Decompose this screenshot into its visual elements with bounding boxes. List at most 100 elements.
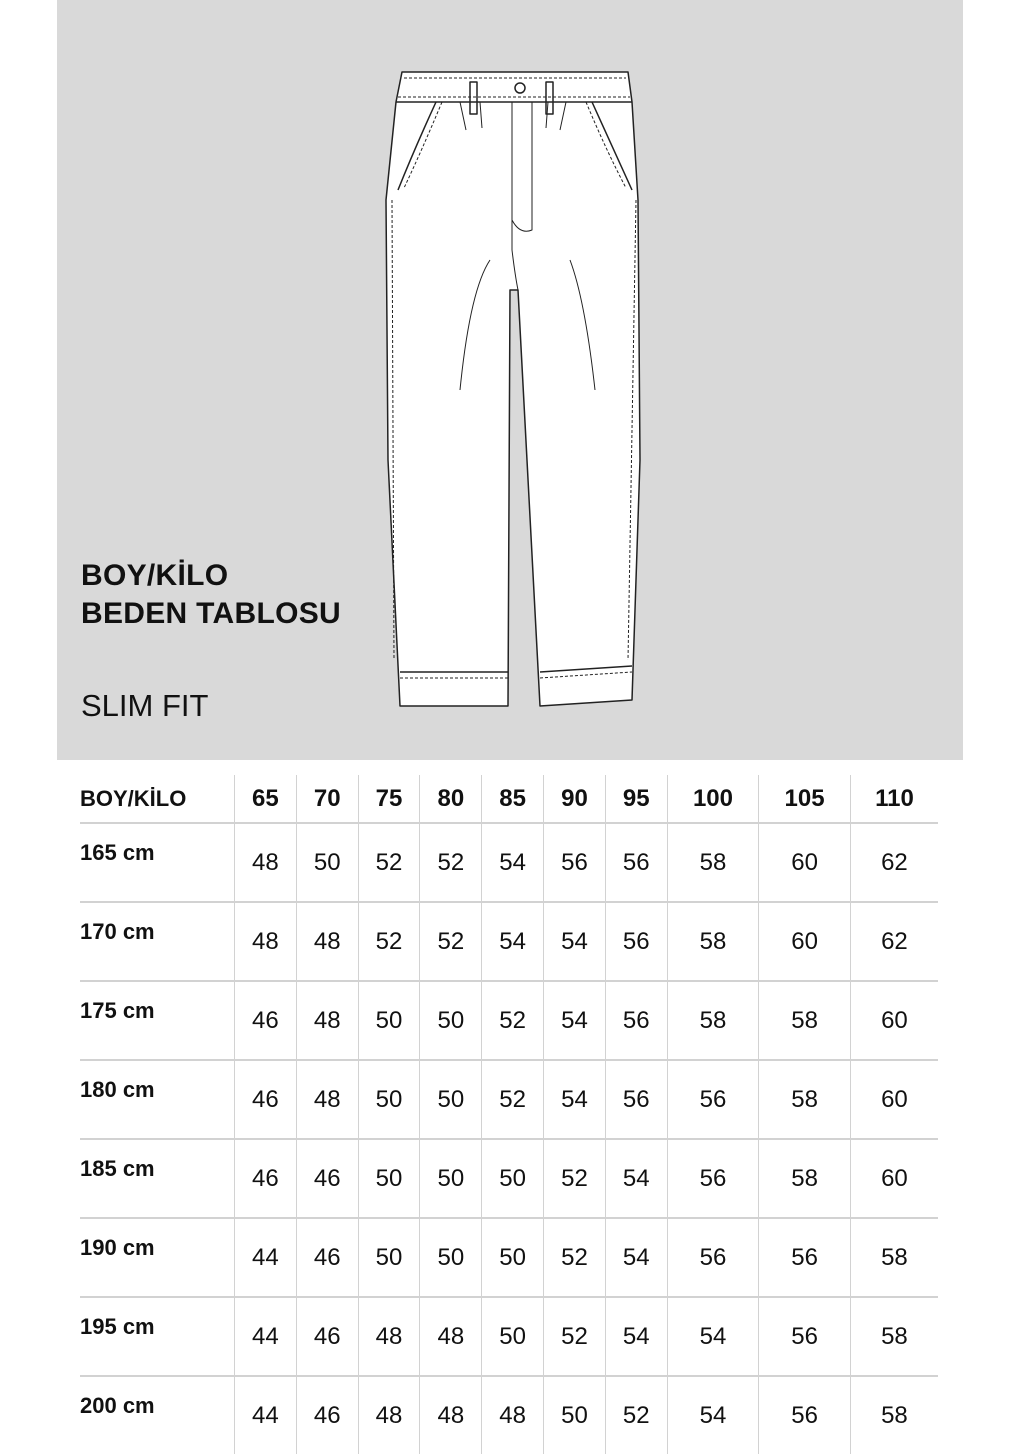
table-row: 170 cm 48 48 52 52 54 54 56 58 60 62 [80,901,938,981]
size-cell: 58 [666,980,759,1060]
size-cell: 54 [666,1375,759,1454]
size-cell: 54 [666,1296,759,1376]
height-label: 185 cm [80,1138,235,1218]
size-cell: 48 [419,1375,482,1454]
size-cell: 56 [604,822,668,902]
table-row: 185 cm 46 46 50 50 50 52 54 56 58 60 [80,1138,938,1218]
size-cell: 56 [758,1217,851,1297]
size-cell: 52 [481,980,544,1060]
size-cell: 48 [295,1059,359,1139]
size-cell: 54 [543,1059,606,1139]
size-cell: 48 [295,980,359,1060]
size-cell: 46 [295,1296,359,1376]
size-cell: 58 [666,822,759,902]
size-cell: 48 [357,1296,420,1376]
weight-header: 85 [481,775,544,823]
weight-header: 90 [543,775,606,823]
size-cell: 60 [849,1059,938,1139]
weight-header: 95 [604,775,668,823]
size-cell: 44 [234,1296,297,1376]
size-cell: 46 [295,1217,359,1297]
size-cell: 46 [295,1375,359,1454]
size-cell: 56 [666,1138,759,1218]
size-cell: 50 [357,1217,420,1297]
height-label: 200 cm [80,1375,235,1454]
size-cell: 52 [419,901,482,981]
fit-label: SLIM FIT [81,688,209,723]
size-cell: 50 [481,1296,544,1376]
size-cell: 48 [234,822,297,902]
weight-header: 100 [666,775,759,823]
size-cell: 44 [234,1375,297,1454]
size-cell: 60 [849,980,938,1060]
size-cell: 56 [543,822,606,902]
corner-header: BOY/KİLO [80,785,187,811]
size-cell: 52 [543,1138,606,1218]
height-label: 175 cm [80,980,235,1060]
size-cell: 54 [481,901,544,981]
size-cell: 54 [543,980,606,1060]
size-cell: 54 [604,1138,668,1218]
size-cell: 58 [758,1059,851,1139]
table-row: 165 cm 48 50 52 52 54 56 56 58 60 62 [80,822,938,902]
size-cell: 48 [357,1375,420,1454]
height-label: 195 cm [80,1296,235,1376]
size-cell: 50 [419,1217,482,1297]
size-cell: 50 [481,1138,544,1218]
size-cell: 56 [666,1059,759,1139]
size-cell: 50 [357,1138,420,1218]
weight-header: 105 [758,775,851,823]
size-cell: 54 [543,901,606,981]
weight-header: 70 [295,775,359,823]
table-row: 200 cm 44 46 48 48 48 50 52 54 56 58 [80,1375,938,1454]
size-cell: 52 [481,1059,544,1139]
size-cell: 56 [604,901,668,981]
size-cell: 50 [295,822,359,902]
size-cell: 44 [234,1217,297,1297]
size-table: BOY/KİLO 65 70 75 80 85 90 95 100 105 110 165 cm 4… [80,775,938,1454]
size-cell: 52 [357,822,420,902]
weight-header: 75 [357,775,420,823]
table-row: 195 cm 44 46 48 48 50 52 54 54 56 58 [80,1296,938,1376]
size-cell: 46 [234,1059,297,1139]
size-cell: 58 [758,980,851,1060]
height-label: 180 cm [80,1059,235,1139]
table-row: 180 cm 46 48 50 50 52 54 56 56 58 60 [80,1059,938,1139]
title-line-1: BOY/KİLO [81,559,229,592]
weight-header: 110 [849,775,938,823]
header-row: BOY/KİLO 65 70 75 80 85 90 95 100 105 110 [80,775,938,823]
size-cell: 50 [543,1375,606,1454]
size-cell: 60 [758,901,851,981]
table-row: 175 cm 46 48 50 50 52 54 56 58 58 60 [80,980,938,1060]
height-label: 190 cm [80,1217,235,1297]
size-cell: 56 [666,1217,759,1297]
size-cell: 48 [234,901,297,981]
size-cell: 48 [481,1375,544,1454]
size-cell: 54 [604,1296,668,1376]
size-cell: 46 [234,1138,297,1218]
size-cell: 50 [481,1217,544,1297]
table-row: 190 cm 44 46 50 50 50 52 54 56 56 58 [80,1217,938,1297]
size-cell: 56 [604,1059,668,1139]
size-cell: 52 [543,1296,606,1376]
size-cell: 50 [357,980,420,1060]
size-cell: 56 [758,1296,851,1376]
title-line-2: BEDEN TABLOSU [81,597,342,630]
pants-illustration [385,71,641,707]
height-label: 165 cm [80,822,235,902]
height-label: 170 cm [80,901,235,981]
size-cell: 58 [849,1296,938,1376]
size-cell: 58 [849,1217,938,1297]
size-cell: 50 [419,1059,482,1139]
size-cell: 50 [419,980,482,1060]
size-cell: 46 [295,1138,359,1218]
size-cell: 52 [357,901,420,981]
size-cell: 52 [543,1217,606,1297]
size-cell: 52 [604,1375,668,1454]
size-cell: 46 [234,980,297,1060]
size-cell: 52 [419,822,482,902]
weight-header: 65 [234,775,297,823]
size-cell: 56 [604,980,668,1060]
size-cell: 50 [419,1138,482,1218]
size-cell: 62 [849,822,938,902]
